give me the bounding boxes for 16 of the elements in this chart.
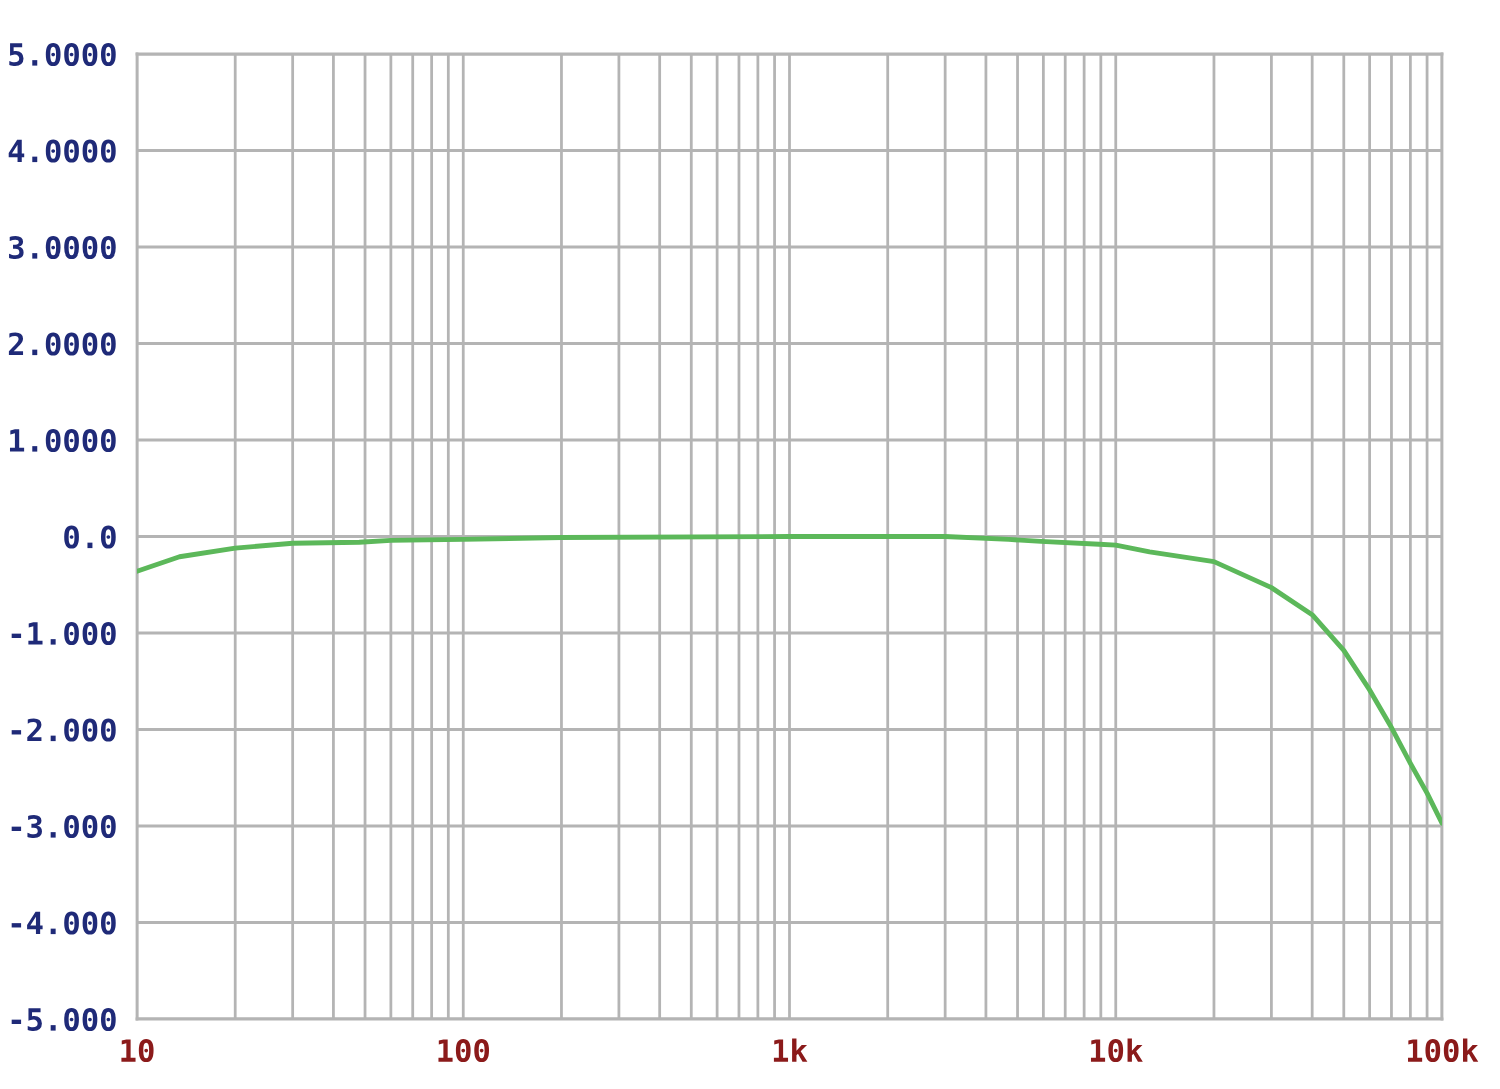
y-tick-label: -5.000 [11, 1007, 116, 1032]
y-tick-label: 3.0000 [9, 235, 116, 260]
y-tick-label: -1.000 [11, 621, 116, 646]
y-tick-label: -3.000 [11, 814, 116, 839]
x-tick-label: 100k [1408, 1038, 1479, 1063]
y-tick-label: 2.0000 [8, 332, 116, 356]
y-tick-label: -4.000 [11, 911, 116, 935]
x-tick-label: 1k [773, 1038, 808, 1062]
x-tick-label: 10 [121, 1038, 154, 1063]
y-tick-label: 0.0 [64, 525, 116, 549]
y-tick-label: 1.0000 [9, 428, 116, 453]
x-tick-label: 100 [438, 1038, 490, 1063]
x-tick-label: 10k [1090, 1038, 1143, 1063]
y-tick-label: 4.0000 [8, 139, 116, 163]
y-tick-label: -2.000 [11, 718, 116, 742]
y-tick-label: 5.0000 [9, 42, 116, 67]
